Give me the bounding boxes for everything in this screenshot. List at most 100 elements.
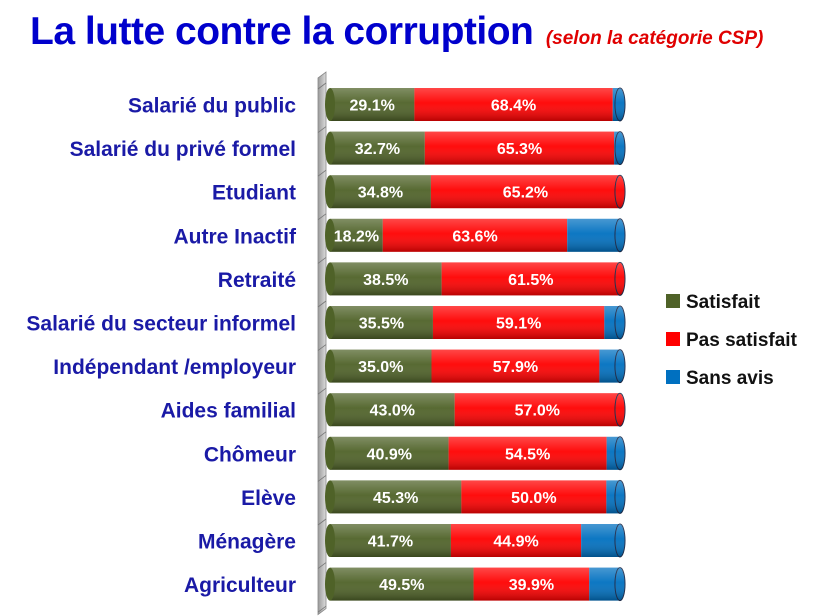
bar-end-cap-shade xyxy=(615,480,625,514)
category-label: Ménagère xyxy=(198,531,296,554)
data-label: 39.9% xyxy=(509,577,554,594)
legend-label: Satisfait xyxy=(686,292,761,313)
bar-segment-satisfait xyxy=(330,524,451,557)
title-row: La lutte contre la corruption (selon la … xyxy=(30,10,763,54)
data-label: 38.5% xyxy=(363,272,408,289)
axis-tick xyxy=(317,475,327,482)
bar-segment-pas-satisfait xyxy=(441,262,620,296)
legend-swatch xyxy=(666,370,680,384)
category-label: Aides familial xyxy=(161,400,296,423)
axis-tick xyxy=(317,344,327,351)
bar-start-cap xyxy=(325,480,335,514)
legend-swatch xyxy=(666,332,680,346)
bar-segment-satisfait xyxy=(330,349,432,383)
legend-item-sans-avis: Sans avis xyxy=(666,368,774,389)
category-label: Etudiant xyxy=(212,182,296,205)
bar-segment-pas-satisfait xyxy=(414,88,613,121)
chart-title: La lutte contre la corruption xyxy=(30,10,534,53)
bar-segment-sans-avis xyxy=(589,567,620,601)
bar-end-cap-shade xyxy=(615,349,625,383)
data-label: 65.3% xyxy=(497,141,542,158)
data-label: 35.0% xyxy=(358,359,403,376)
bar-segment-pas-satisfait xyxy=(473,567,590,601)
bar-segment-satisfait xyxy=(330,436,449,470)
bar-segment-satisfait xyxy=(330,480,462,514)
legend-swatch xyxy=(666,294,680,308)
legend-label: Sans avis xyxy=(686,368,774,389)
data-label: 41.7% xyxy=(368,534,413,551)
axis-wall xyxy=(317,71,327,616)
category-label: Salarié du secteur informel xyxy=(26,313,296,336)
axis-tick xyxy=(317,169,327,177)
axis-tick xyxy=(317,257,327,264)
category-label: Agriculteur xyxy=(184,574,296,597)
axis-tick xyxy=(317,126,327,133)
bar-segment-pas-satisfait xyxy=(424,131,615,165)
bar-start-cap xyxy=(325,262,335,296)
bar-segment-satisfait xyxy=(330,262,442,296)
bar-start-cap xyxy=(325,349,335,383)
bar-end-cap-shade xyxy=(615,436,625,470)
category-label: Autre Inactif xyxy=(173,225,297,248)
bar-segment-pas-satisfait xyxy=(382,218,568,252)
bar-segment-sans-avis xyxy=(567,218,620,252)
bar-segment-pas-satisfait xyxy=(461,480,607,514)
axis-tick xyxy=(317,300,327,308)
bar-start-cap xyxy=(325,524,335,557)
bar-segment-satisfait xyxy=(330,218,383,252)
bar-end-cap-shade xyxy=(615,131,625,165)
bar-end-cap-shade xyxy=(615,175,625,209)
bar-end-cap-shade xyxy=(615,393,625,427)
category-label: Salarié du privé formel xyxy=(70,138,296,161)
bar-start-cap xyxy=(325,306,335,339)
data-label: 49.5% xyxy=(379,577,424,594)
bar-segment-satisfait xyxy=(330,567,474,601)
axis-tick xyxy=(317,562,327,569)
category-label: Salarié du public xyxy=(128,95,296,118)
axis-tick xyxy=(317,387,327,395)
bar-segment-pas-satisfait xyxy=(454,393,620,427)
data-label: 59.1% xyxy=(496,316,541,333)
bar-start-cap xyxy=(325,393,335,427)
legend-label: Pas satisfait xyxy=(686,330,798,351)
data-label: 29.1% xyxy=(350,98,395,115)
bar-end-cap-shade xyxy=(615,218,625,252)
chart-subtitle: (selon la catégorie CSP) xyxy=(545,28,764,49)
axis-tick xyxy=(317,213,327,221)
data-label: 54.5% xyxy=(505,446,550,463)
bar-segment-pas-satisfait xyxy=(448,436,607,470)
bar-segment-sans-avis xyxy=(599,349,620,383)
bar-start-cap xyxy=(325,218,335,252)
category-label: Indépendant /employeur xyxy=(53,356,296,379)
data-label: 57.9% xyxy=(493,359,538,376)
bar-start-cap xyxy=(325,567,335,601)
legend-item-satisfait: Satisfait xyxy=(666,292,761,313)
bar-segment-satisfait xyxy=(330,131,425,165)
bar-segment-satisfait xyxy=(330,88,415,121)
bar-start-cap xyxy=(325,131,335,165)
bar-segment-pas-satisfait xyxy=(432,306,605,339)
bar-segment-pas-satisfait xyxy=(431,349,600,383)
data-label: 18.2% xyxy=(334,228,379,245)
bar-end-cap-shade xyxy=(615,524,625,557)
data-label: 68.4% xyxy=(491,98,536,115)
legend-item-pas-satisfait: Pas satisfait xyxy=(666,330,798,351)
data-label: 57.0% xyxy=(515,403,560,420)
bar-start-cap xyxy=(325,436,335,470)
category-label: Elève xyxy=(241,487,296,510)
category-label: Retraité xyxy=(218,269,296,292)
axis-tick xyxy=(317,605,327,613)
bar-end-cap-shade xyxy=(615,306,625,339)
data-label: 32.7% xyxy=(355,141,400,158)
axis-tick xyxy=(317,431,327,439)
bar-segment-satisfait xyxy=(330,393,455,427)
data-label: 34.8% xyxy=(358,185,403,202)
bar-start-cap xyxy=(325,88,335,121)
data-label: 45.3% xyxy=(373,490,418,507)
data-label: 63.6% xyxy=(452,228,497,245)
bar-start-cap xyxy=(325,175,335,209)
data-label: 44.9% xyxy=(493,534,538,551)
axis-tick xyxy=(317,82,327,90)
